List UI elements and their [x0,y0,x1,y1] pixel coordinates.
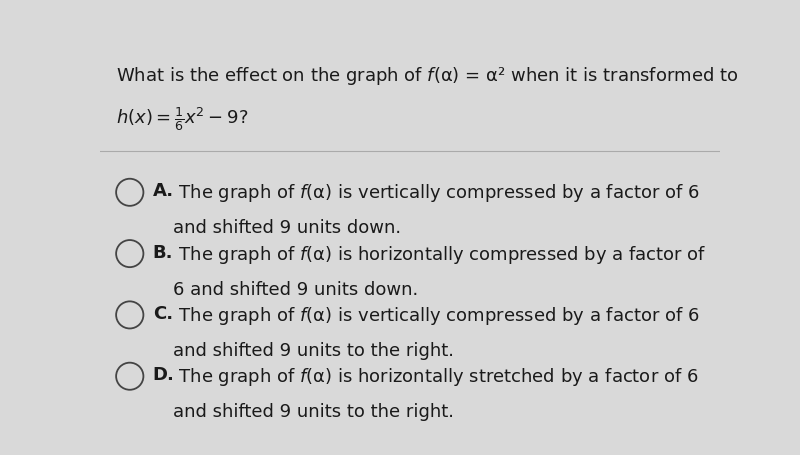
Text: The graph of $\it{f}$(α) is vertically compressed by a factor of 6: The graph of $\it{f}$(α) is vertically c… [173,182,700,204]
Text: A.: A. [153,182,174,201]
Text: and shifted 9 units down.: and shifted 9 units down. [173,219,402,237]
Text: and shifted 9 units to the right.: and shifted 9 units to the right. [173,403,454,421]
Text: C.: C. [153,305,173,323]
Text: 6 and shifted 9 units down.: 6 and shifted 9 units down. [173,281,418,298]
Text: The graph of $\it{f}$(α) is horizontally compressed by a factor of: The graph of $\it{f}$(α) is horizontally… [173,244,706,266]
Text: The graph of $\it{f}$(α) is vertically compressed by a factor of 6: The graph of $\it{f}$(α) is vertically c… [173,305,700,327]
Text: $h(x) = \frac{1}{6}x^2 - 9$?: $h(x) = \frac{1}{6}x^2 - 9$? [115,106,248,133]
Text: D.: D. [153,366,174,384]
Text: What is the effect on the graph of $\it{f}$(α) = α² when it is transformed to: What is the effect on the graph of $\it{… [115,65,738,87]
Text: and shifted 9 units to the right.: and shifted 9 units to the right. [173,342,454,360]
Text: The graph of $\it{f}$(α) is horizontally stretched by a factor of 6: The graph of $\it{f}$(α) is horizontally… [173,366,698,389]
Text: B.: B. [153,244,173,262]
